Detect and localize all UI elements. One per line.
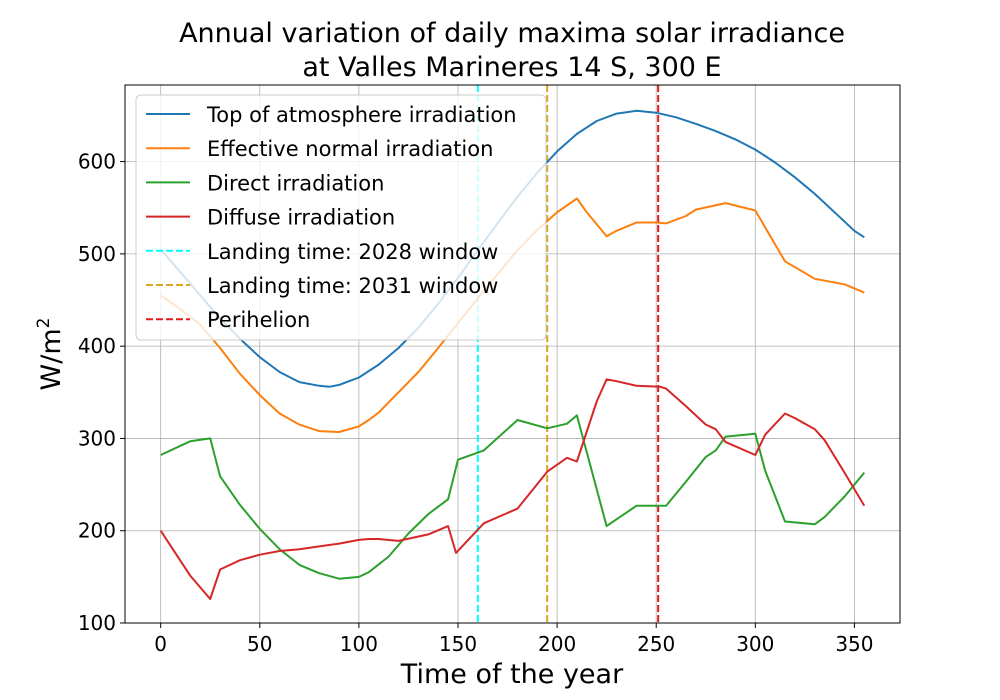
chart-title-line-2: at Valles Marineres 14 S, 300 E xyxy=(302,52,721,83)
x-tick-label: 350 xyxy=(835,632,873,656)
legend-box xyxy=(135,94,547,341)
y-tick-label: 600 xyxy=(78,150,116,174)
y-axis-label: W/m2 xyxy=(34,318,67,391)
x-tick-label: 50 xyxy=(247,632,272,656)
x-tick-label: 0 xyxy=(154,632,167,656)
y-axis-label-exponent: 2 xyxy=(34,318,54,329)
legend-label: Landing time: 2031 window xyxy=(207,274,498,298)
chart-title-line-1: Annual variation of daily maxima solar i… xyxy=(179,18,845,49)
legend-label: Top of atmosphere irradiation xyxy=(206,103,517,127)
axis-ticks: 0 50 100 150 200 250 300 350 100 200 300 400 500 600 xyxy=(78,150,874,656)
y-tick-label: 300 xyxy=(78,426,116,450)
x-axis-label: Time of the year xyxy=(400,659,624,690)
y-tick-label: 500 xyxy=(78,242,116,266)
x-tick-label: 200 xyxy=(538,632,576,656)
legend-label: Diffuse irradiation xyxy=(207,206,395,230)
legend: Top of atmosphere irradiation Effective n… xyxy=(135,94,547,341)
x-tick-label: 300 xyxy=(736,632,774,656)
x-tick-label: 150 xyxy=(439,632,477,656)
plot-frame xyxy=(124,84,901,624)
y-tick-label: 100 xyxy=(78,611,116,635)
x-tick-label: 100 xyxy=(340,632,378,656)
series-direct-irradiation xyxy=(160,414,866,580)
legend-label: Landing time: 2028 window xyxy=(207,240,498,264)
legend-label: Perihelion xyxy=(207,308,310,332)
y-tick-label: 200 xyxy=(78,519,116,543)
y-tick-label: 400 xyxy=(78,334,116,358)
x-tick-label: 250 xyxy=(637,632,675,656)
y-axis-label-unit: W/m xyxy=(36,328,67,390)
series-diffuse-irradiation xyxy=(159,378,866,600)
legend-label: Direct irradiation xyxy=(207,171,384,195)
legend-label: Effective normal irradiation xyxy=(207,137,493,161)
